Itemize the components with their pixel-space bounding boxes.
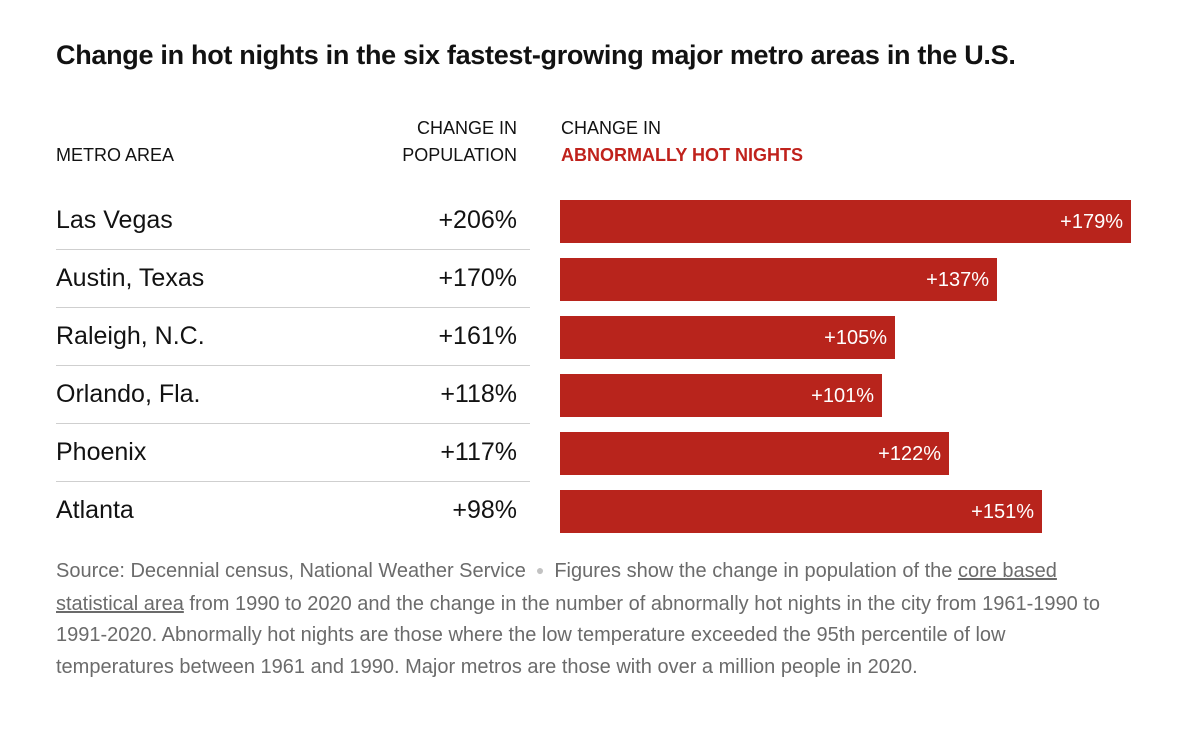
population-change: +206% bbox=[438, 206, 517, 234]
hot-nights-value-label: +151% bbox=[971, 501, 1034, 523]
table-row: Orlando, Fla. +118% +101% bbox=[56, 366, 1136, 424]
population-change: +170% bbox=[438, 264, 517, 292]
hot-nights-bar: +151% bbox=[560, 490, 1042, 533]
hot-nights-value-label: +137% bbox=[926, 269, 989, 291]
hot-nights-value-label: +122% bbox=[878, 443, 941, 465]
table-row: Raleigh, N.C. +161% +105% bbox=[56, 308, 1136, 366]
hot-nights-bar: +101% bbox=[560, 374, 882, 417]
chart-title: Change in hot nights in the six fastest-… bbox=[56, 40, 1016, 70]
row-divider bbox=[56, 249, 530, 250]
hot-nights-value-label: +179% bbox=[1060, 211, 1123, 233]
metro-name: Orlando, Fla. bbox=[56, 380, 201, 408]
hot-nights-value-label: +101% bbox=[811, 385, 874, 407]
hot-nights-bar: +179% bbox=[560, 200, 1131, 243]
row-divider bbox=[56, 481, 530, 482]
population-change: +98% bbox=[452, 496, 517, 524]
footnote: Source: Decennial census, National Weath… bbox=[56, 556, 1116, 683]
row-divider bbox=[56, 423, 530, 424]
population-change: +118% bbox=[440, 380, 517, 408]
metro-name: Atlanta bbox=[56, 496, 134, 524]
metro-name: Las Vegas bbox=[56, 206, 173, 234]
column-header-population-line1: CHANGE IN bbox=[416, 118, 517, 138]
column-header-hot-nights: CHANGE IN ABNORMALLY HOT NIGHTS bbox=[561, 115, 803, 169]
hot-nights-value-label: +105% bbox=[824, 327, 887, 349]
column-header-population: CHANGE IN POPULATION bbox=[360, 115, 517, 169]
row-divider bbox=[56, 307, 530, 308]
hot-nights-bar: +137% bbox=[560, 258, 997, 301]
footnote-source: Source: Decennial census, National Weath… bbox=[56, 560, 526, 582]
column-header-hot-nights-line2: ABNORMALLY HOT NIGHTS bbox=[561, 145, 804, 165]
metro-name: Raleigh, N.C. bbox=[56, 322, 205, 350]
table-row: Atlanta +98% +151% bbox=[56, 482, 1136, 540]
column-header-hot-nights-line1: CHANGE IN bbox=[561, 118, 662, 138]
table-row: Phoenix +117% +122% bbox=[56, 424, 1136, 482]
footnote-text-after-link: from 1990 to 2020 and the change in the … bbox=[56, 592, 1100, 678]
footnote-text-before-link: Figures show the change in population of… bbox=[554, 560, 958, 582]
separator-dot-icon: ● bbox=[535, 562, 545, 578]
table-row: Austin, Texas +170% +137% bbox=[56, 250, 1136, 308]
table-row: Las Vegas +206% +179% bbox=[56, 192, 1136, 250]
core-based-statistical-area-link[interactable]: core based statistical area bbox=[56, 560, 1057, 615]
hot-nights-bar: +105% bbox=[560, 316, 895, 359]
column-header-population-line2: POPULATION bbox=[402, 145, 517, 165]
population-change: +117% bbox=[440, 438, 517, 466]
column-header-metro: METRO AREA bbox=[56, 145, 175, 165]
metro-name: Phoenix bbox=[56, 438, 147, 466]
population-change: +161% bbox=[438, 322, 517, 350]
chart-rows: Las Vegas +206% +179% Austin, Texas +170% +13… bbox=[56, 192, 1136, 540]
hot-nights-bar: +122% bbox=[560, 432, 949, 475]
metro-name: Austin, Texas bbox=[56, 264, 205, 292]
row-divider bbox=[56, 365, 530, 366]
